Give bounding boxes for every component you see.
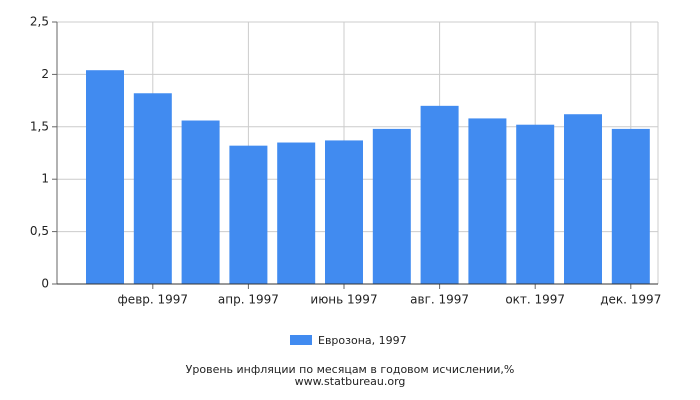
x-tick-label: окт. 1997 xyxy=(505,293,565,307)
bar xyxy=(325,140,363,284)
bar xyxy=(468,118,507,284)
x-tick-label: дек. 1997 xyxy=(600,293,661,307)
bar xyxy=(564,114,602,284)
y-tick-label: 2,5 xyxy=(30,15,49,29)
legend-label: Еврозона, 1997 xyxy=(318,334,407,347)
bar xyxy=(86,70,124,284)
bar xyxy=(516,124,555,284)
bar xyxy=(229,145,268,284)
x-tick-label: апр. 1997 xyxy=(218,293,279,307)
bar xyxy=(611,128,650,284)
y-tick-label: 1 xyxy=(41,172,49,186)
y-tick-label: 0,5 xyxy=(30,224,49,238)
x-tick-label: авг. 1997 xyxy=(410,293,469,307)
source: www.statbureau.org xyxy=(295,375,406,388)
x-tick-label: июнь 1997 xyxy=(310,293,377,307)
bar xyxy=(277,142,316,284)
y-tick-label: 2 xyxy=(41,67,49,81)
bar xyxy=(133,93,172,284)
y-tick-label: 0 xyxy=(41,277,49,291)
bar xyxy=(420,105,459,284)
bar xyxy=(181,120,220,285)
chart-title: Уровень инфляции по месяцам в годовом ис… xyxy=(186,363,515,376)
y-tick-label: 1,5 xyxy=(30,119,49,133)
x-tick-label: февр. 1997 xyxy=(118,293,189,307)
bar xyxy=(372,128,411,284)
legend-swatch xyxy=(290,335,312,345)
